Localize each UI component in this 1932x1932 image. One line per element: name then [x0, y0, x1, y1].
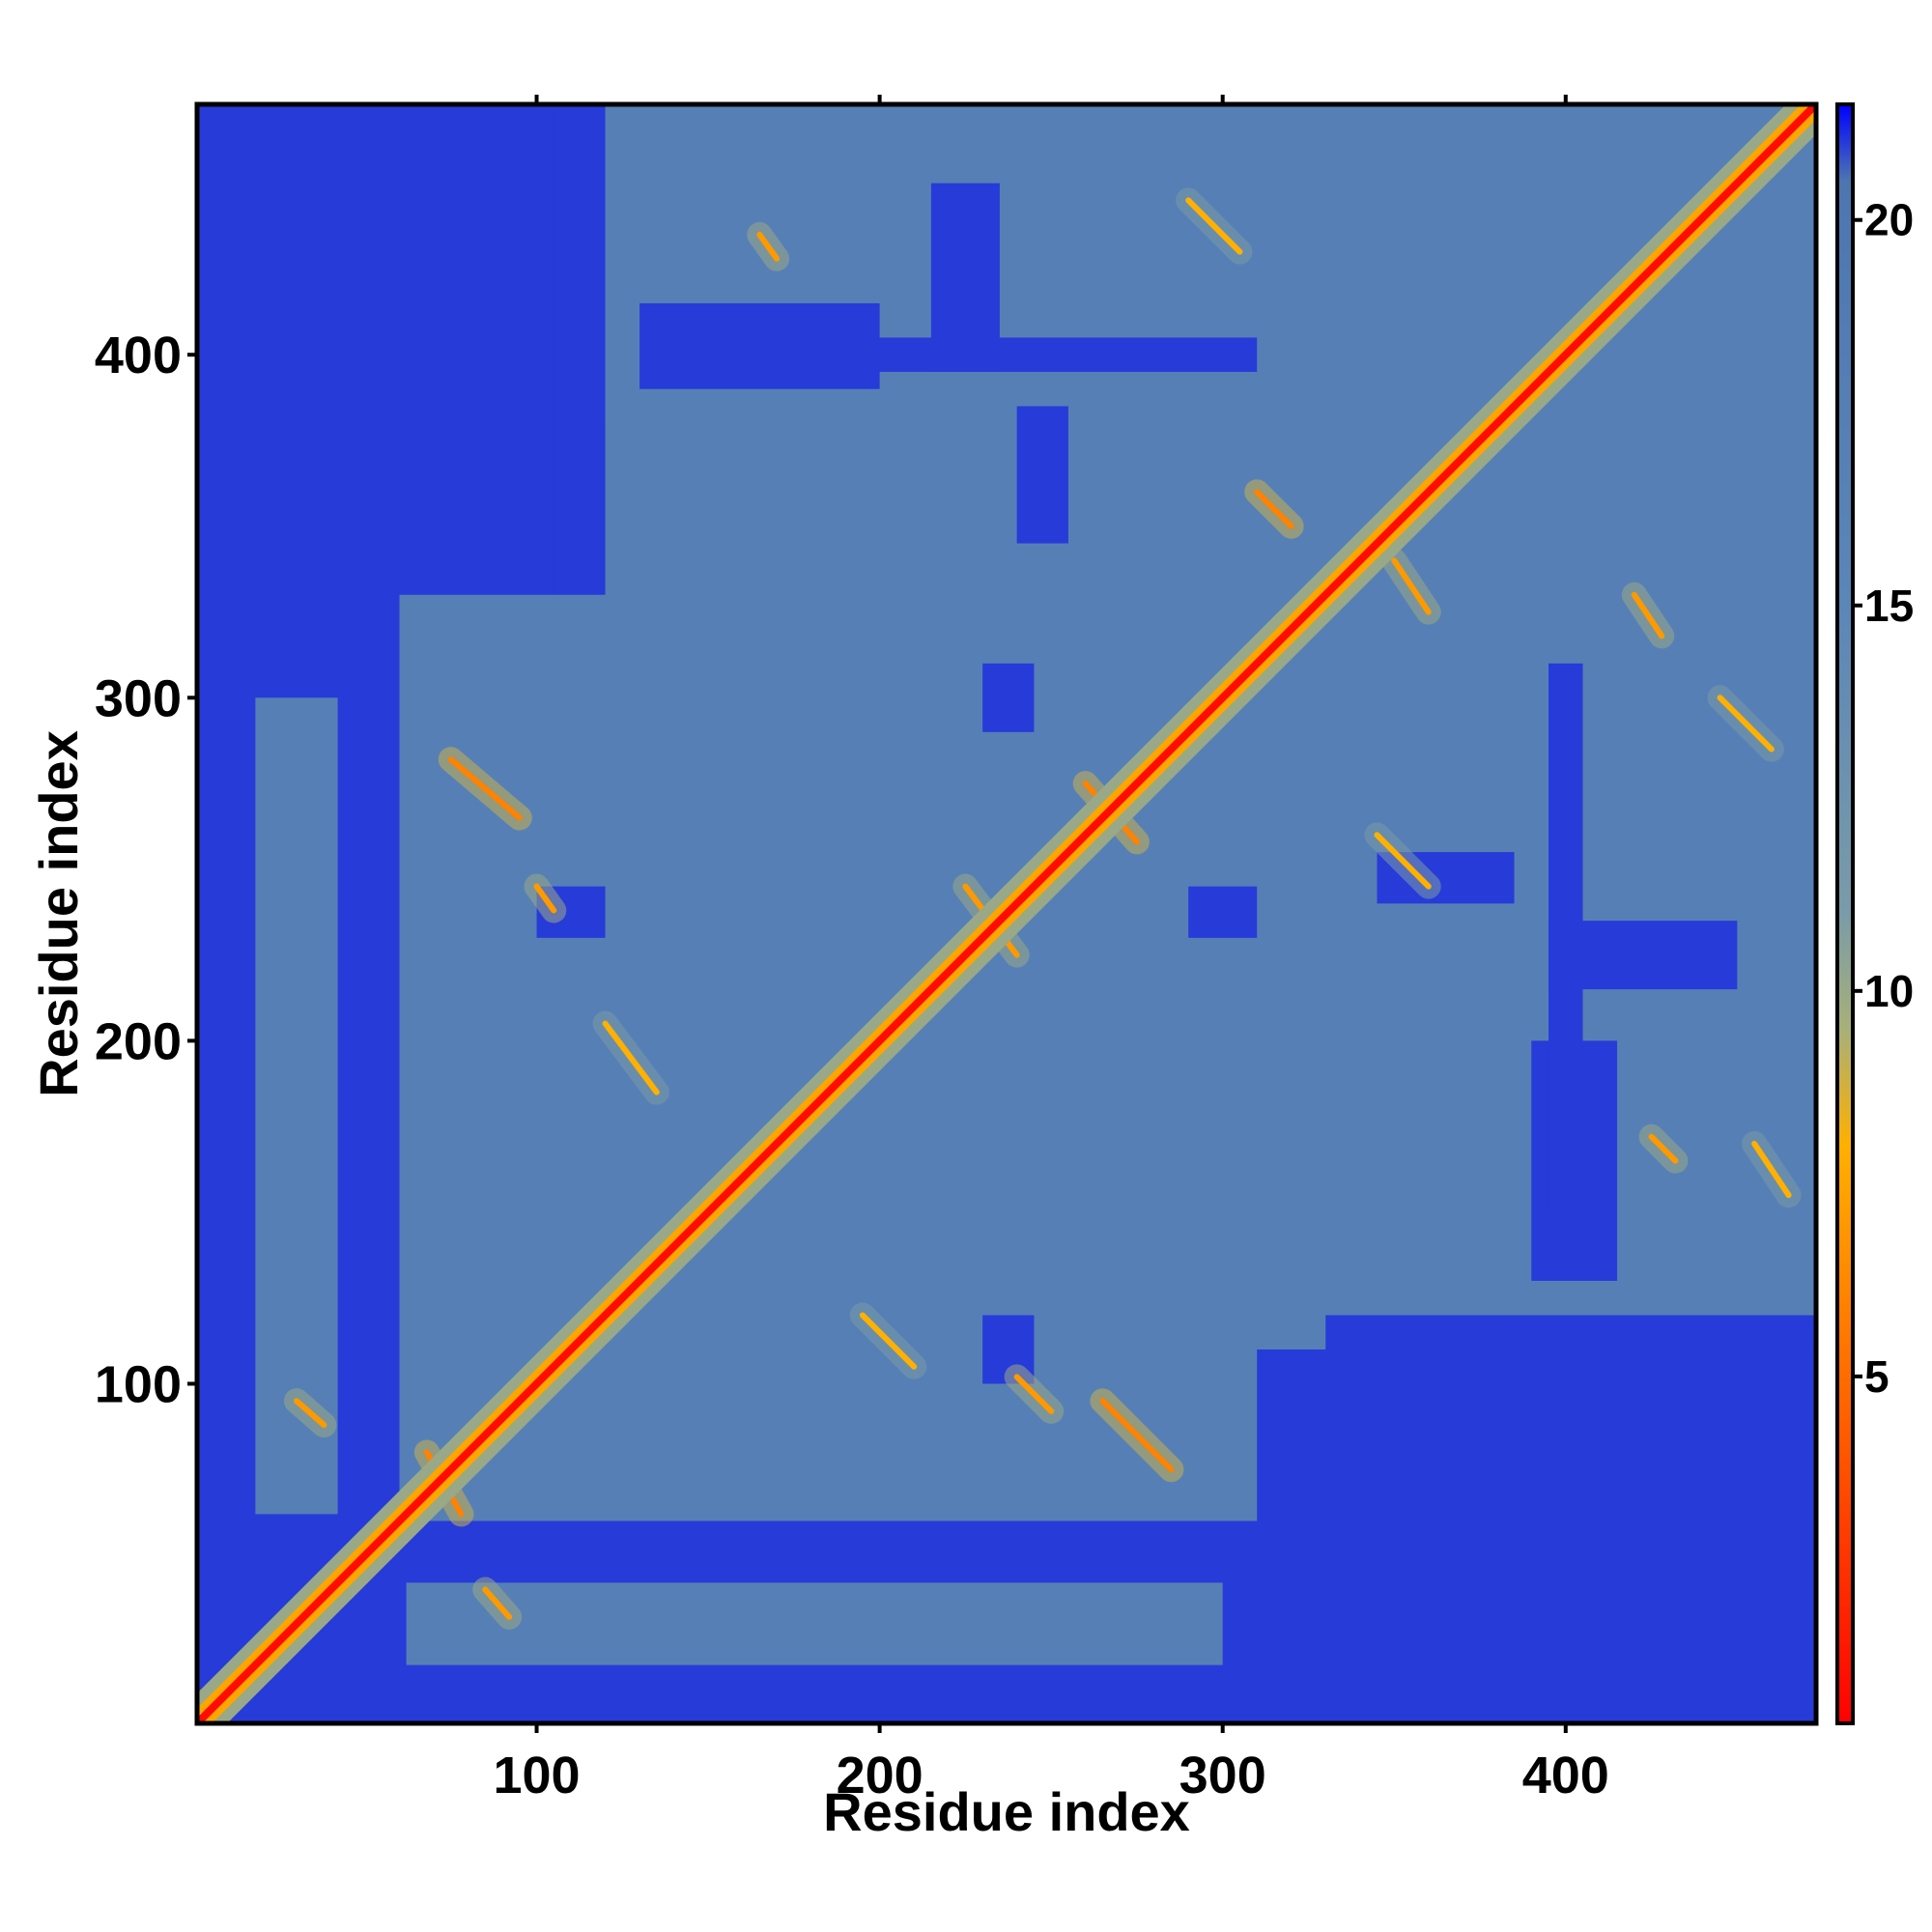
- contact-feature: [1751, 1140, 1792, 1199]
- heatmap-region: [1257, 1349, 1816, 1723]
- contact-feature: [1631, 591, 1665, 639]
- colorbar-gradient: [1835, 102, 1855, 1725]
- y-tick-label: 300: [95, 669, 182, 727]
- x-tick-label: 200: [837, 1747, 923, 1804]
- heatmap-region: [255, 697, 338, 1515]
- contact-feature: [533, 883, 557, 914]
- contact-feature: [293, 1398, 327, 1429]
- y-axis: 100 200 300 400: [95, 327, 197, 1413]
- contact-feature: [1254, 489, 1294, 529]
- heatmap-region: [982, 663, 1035, 732]
- heatmap-region: [708, 337, 1258, 372]
- colorbar-tick-label: 20: [1864, 195, 1914, 245]
- contact-features: [283, 187, 1802, 1630]
- colorbar-tick-label: 5: [1864, 1351, 1889, 1402]
- x-tick-label: 100: [493, 1747, 580, 1804]
- y-tick-label: 400: [95, 327, 182, 384]
- colorbar-tick-label: 15: [1864, 581, 1914, 631]
- x-axis-title: Residue index: [823, 1781, 1190, 1842]
- y-tick-label: 200: [95, 1012, 182, 1070]
- contact-feature: [1717, 695, 1775, 753]
- y-tick-label: 100: [95, 1355, 182, 1413]
- contact-feature: [482, 1586, 513, 1620]
- contact-feature: [859, 1312, 918, 1370]
- heatmap-region: [406, 1582, 1223, 1665]
- y-axis-title: Residue index: [28, 730, 89, 1097]
- x-tick-label: 400: [1522, 1747, 1609, 1804]
- contact-feature: [447, 756, 523, 821]
- diagonal-contacts: [197, 104, 1816, 1723]
- x-axis: 100 200 300 400: [493, 95, 1609, 1804]
- heatmap-region: [1016, 406, 1068, 544]
- x-tick-label: 300: [1179, 1747, 1266, 1804]
- contact-feature: [1648, 1133, 1679, 1164]
- heatmap-plot-area: [197, 104, 1816, 1723]
- contact-feature: [1013, 1374, 1055, 1414]
- colorbar-ticks: 5 10 15 20: [1853, 195, 1914, 1402]
- diagonal-band-core: [197, 104, 1816, 1723]
- contact-feature: [756, 231, 781, 262]
- heatmap-region: [1548, 663, 1583, 1212]
- heatmap-region: [1188, 886, 1258, 938]
- contact-feature: [1391, 557, 1432, 615]
- colorbar-tick-label: 10: [1864, 966, 1914, 1016]
- colorbar: 5 10 15 20: [1835, 102, 1914, 1725]
- contact-feature: [1374, 832, 1432, 890]
- contact-feature: [1099, 1398, 1175, 1473]
- plot-frame: [194, 101, 1819, 1726]
- contact-feature: [1185, 197, 1243, 255]
- contact-feature: [602, 1020, 660, 1095]
